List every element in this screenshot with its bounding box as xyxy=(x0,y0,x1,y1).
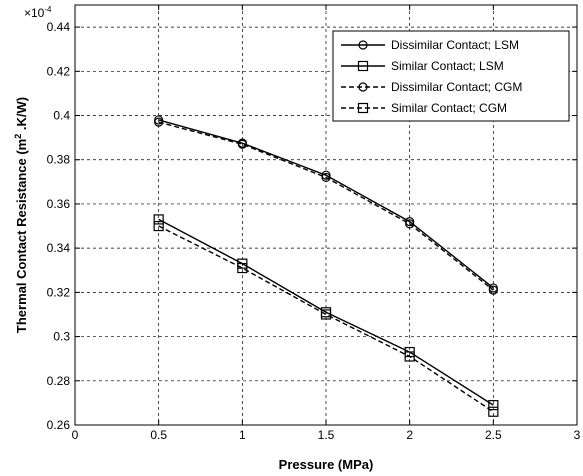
y-tick-label: 0.38 xyxy=(47,153,71,167)
y-exponent-power: -4 xyxy=(44,5,52,14)
x-tick-label: 1.5 xyxy=(318,428,335,442)
legend: Dissimilar Contact; LSM Similar Contact; … xyxy=(333,31,569,121)
y-exponent-base: ×10 xyxy=(24,6,45,20)
x-tick-label: 3 xyxy=(574,428,581,442)
y-tick-label: 0.28 xyxy=(47,374,71,388)
x-tick-label: 2.5 xyxy=(485,428,502,442)
x-tick-label: 2 xyxy=(406,428,413,442)
legend-label: Similar Contact; CGM xyxy=(391,101,507,115)
y-tick-label: 0.3 xyxy=(53,330,70,344)
x-tick-label: 0.5 xyxy=(150,428,167,442)
legend-label: Dissimilar Contact; LSM xyxy=(391,38,519,52)
y-tick-label: 0.42 xyxy=(47,64,71,78)
y-axis-title-tail: .K/W) xyxy=(14,97,29,134)
y-axis-title-main: Thermal Contact Resistance (m xyxy=(14,139,29,333)
y-axis-title: Thermal Contact Resistance (m2 .K/W) xyxy=(13,97,29,333)
y-tick-label: 0.34 xyxy=(47,241,71,255)
x-tick-label: 1 xyxy=(239,428,246,442)
legend-label: Dissimilar Contact; CGM xyxy=(391,80,522,94)
y-tick-label: 0.32 xyxy=(47,285,71,299)
y-tick-label: 0.36 xyxy=(47,197,71,211)
y-tick-label: 0.4 xyxy=(53,109,70,123)
y-tick-label: 0.26 xyxy=(47,418,71,432)
legend-label: Similar Contact; LSM xyxy=(391,59,504,73)
y-exponent-label: ×10-4 xyxy=(24,5,52,20)
y-tick-label: 0.44 xyxy=(47,20,71,34)
series-2 xyxy=(154,215,498,410)
x-axis-title: Pressure (MPa) xyxy=(279,457,374,472)
legend-entry: Similar Contact; CGM xyxy=(341,101,507,115)
legend-entry: Similar Contact; LSM xyxy=(341,59,504,73)
x-tick-label: 0 xyxy=(72,428,79,442)
